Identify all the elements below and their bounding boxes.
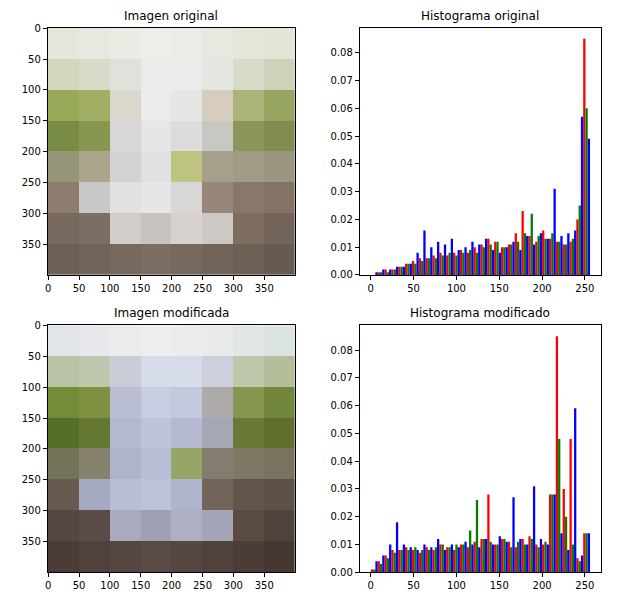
svg-text:100: 100 <box>447 580 466 591</box>
svg-text:300: 300 <box>22 505 41 516</box>
svg-text:300: 300 <box>224 580 243 591</box>
svg-text:0.01: 0.01 <box>331 539 353 550</box>
svg-text:350: 350 <box>22 239 41 250</box>
svg-text:150: 150 <box>131 580 150 591</box>
svg-text:0.05: 0.05 <box>331 131 353 142</box>
svg-text:50: 50 <box>407 283 420 294</box>
svg-text:0.07: 0.07 <box>331 372 353 383</box>
svg-text:350: 350 <box>255 283 274 294</box>
svg-text:100: 100 <box>22 382 41 393</box>
svg-text:0.08: 0.08 <box>331 47 353 58</box>
svg-text:0.00: 0.00 <box>331 269 353 280</box>
svg-text:0.04: 0.04 <box>331 456 353 467</box>
svg-text:300: 300 <box>224 283 243 294</box>
svg-text:200: 200 <box>22 443 41 454</box>
svg-text:0.02: 0.02 <box>331 511 353 522</box>
svg-text:0.03: 0.03 <box>331 483 353 494</box>
svg-text:0.03: 0.03 <box>331 186 353 197</box>
svg-text:0.00: 0.00 <box>331 567 353 578</box>
svg-text:0.02: 0.02 <box>331 214 353 225</box>
svg-text:300: 300 <box>22 208 41 219</box>
svg-text:150: 150 <box>131 283 150 294</box>
svg-text:0: 0 <box>45 283 51 294</box>
svg-text:350: 350 <box>22 536 41 547</box>
svg-text:50: 50 <box>73 580 86 591</box>
svg-text:150: 150 <box>490 580 509 591</box>
svg-text:Imagen modificada: Imagen modificada <box>114 306 229 320</box>
svg-text:50: 50 <box>73 283 86 294</box>
svg-text:250: 250 <box>575 283 594 294</box>
svg-text:150: 150 <box>22 115 41 126</box>
svg-text:100: 100 <box>100 580 119 591</box>
svg-text:50: 50 <box>28 54 41 65</box>
svg-text:150: 150 <box>490 283 509 294</box>
svg-text:200: 200 <box>533 283 552 294</box>
svg-text:100: 100 <box>22 84 41 95</box>
svg-text:250: 250 <box>193 283 212 294</box>
svg-text:0.08: 0.08 <box>331 345 353 356</box>
svg-text:250: 250 <box>575 580 594 591</box>
svg-text:0.06: 0.06 <box>331 400 353 411</box>
svg-text:0: 0 <box>368 283 374 294</box>
svg-text:0.07: 0.07 <box>331 75 353 86</box>
svg-text:0: 0 <box>45 580 51 591</box>
svg-text:250: 250 <box>22 177 41 188</box>
svg-text:200: 200 <box>162 283 181 294</box>
svg-text:50: 50 <box>407 580 420 591</box>
svg-text:250: 250 <box>22 474 41 485</box>
svg-text:0.01: 0.01 <box>331 242 353 253</box>
svg-text:0.04: 0.04 <box>331 158 353 169</box>
svg-text:0.05: 0.05 <box>331 428 353 439</box>
svg-text:Histograma original: Histograma original <box>421 9 539 23</box>
svg-text:200: 200 <box>22 146 41 157</box>
svg-text:Imagen original: Imagen original <box>124 9 218 23</box>
svg-text:200: 200 <box>533 580 552 591</box>
svg-text:100: 100 <box>100 283 119 294</box>
svg-text:Histograma modificado: Histograma modificado <box>410 306 550 320</box>
svg-text:0.06: 0.06 <box>331 103 353 114</box>
svg-text:100: 100 <box>447 283 466 294</box>
svg-text:50: 50 <box>28 351 41 362</box>
svg-text:0: 0 <box>368 580 374 591</box>
svg-text:0: 0 <box>34 23 40 34</box>
svg-text:200: 200 <box>162 580 181 591</box>
svg-text:0: 0 <box>34 320 40 331</box>
svg-text:150: 150 <box>22 413 41 424</box>
svg-text:350: 350 <box>255 580 274 591</box>
svg-text:250: 250 <box>193 580 212 591</box>
